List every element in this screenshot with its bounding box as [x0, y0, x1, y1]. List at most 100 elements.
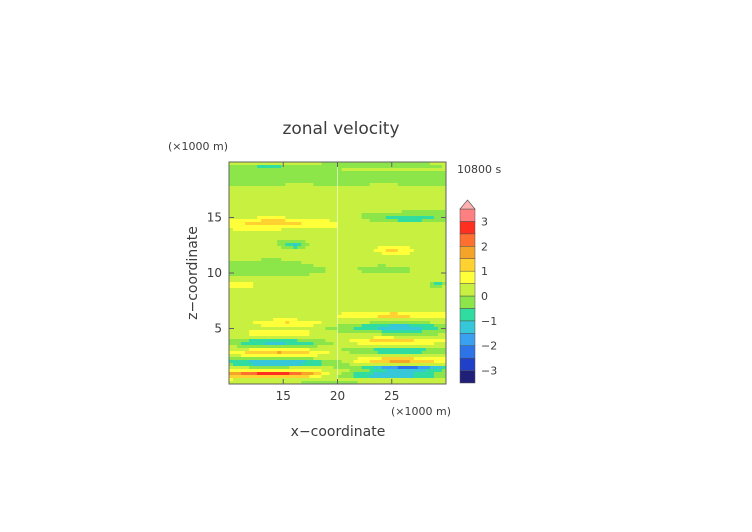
field-cell: [293, 375, 298, 379]
field-cell: [425, 369, 431, 373]
field-cell: [413, 369, 419, 373]
field-cell: [305, 207, 310, 211]
field-cell: [417, 327, 423, 331]
field-cell: [441, 294, 446, 298]
field-cell: [421, 189, 427, 193]
field-cell: [409, 354, 415, 358]
field-cell: [437, 225, 443, 229]
field-cell: [373, 201, 379, 205]
field-cell: [385, 240, 391, 244]
field-cell: [233, 321, 238, 325]
field-cell: [289, 279, 294, 283]
field-cell: [405, 345, 411, 349]
field-cell: [341, 237, 347, 241]
field-cell: [377, 171, 383, 175]
field-cell: [357, 264, 363, 268]
field-cell: [341, 231, 347, 235]
field-cell: [249, 315, 254, 319]
field-cell: [301, 207, 306, 211]
field-cell: [293, 306, 298, 310]
field-cell: [397, 270, 403, 274]
field-cell: [317, 183, 323, 187]
field-cell: [289, 237, 294, 241]
field-cell: [333, 375, 339, 379]
field-cell: [353, 219, 359, 223]
field-cell: [321, 231, 327, 235]
field-cell: [305, 300, 310, 304]
field-cell: [253, 231, 258, 235]
field-cell: [261, 204, 266, 208]
field-cell: [321, 234, 327, 238]
field-cell: [381, 354, 387, 358]
field-cell: [409, 246, 415, 250]
field-cell: [321, 207, 327, 211]
field-cell: [373, 333, 379, 337]
field-cell: [333, 228, 339, 232]
field-cell: [333, 318, 339, 322]
field-cell: [409, 291, 415, 295]
field-cell: [401, 309, 407, 313]
field-cell: [409, 330, 415, 334]
field-cell: [341, 342, 347, 346]
field-cell: [377, 258, 383, 262]
field-cell: [405, 354, 411, 358]
field-cell: [337, 240, 343, 244]
field-cell: [241, 168, 246, 172]
field-cell: [357, 222, 363, 226]
field-cell: [397, 354, 403, 358]
field-cell: [277, 315, 282, 319]
field-cell: [381, 195, 387, 199]
field-cell: [285, 285, 290, 289]
field-cell: [441, 264, 446, 268]
field-cell: [233, 189, 238, 193]
field-cell: [373, 276, 379, 280]
field-cell: [293, 171, 298, 175]
field-cell: [405, 162, 411, 166]
field-cell: [329, 231, 335, 235]
field-cell: [317, 315, 323, 319]
field-cell: [253, 294, 258, 298]
field-cell: [309, 258, 314, 262]
field-cell: [321, 255, 327, 259]
field-cell: [421, 228, 427, 232]
field-cell: [429, 291, 435, 295]
field-cell: [437, 273, 443, 277]
field-cell: [333, 369, 339, 373]
field-cell: [437, 282, 443, 286]
field-cell: [393, 342, 399, 346]
field-cell: [353, 180, 359, 184]
field-cell: [249, 306, 254, 310]
field-cell: [233, 171, 238, 175]
field-cell: [285, 222, 290, 226]
field-cell: [297, 324, 302, 328]
field-cell: [273, 216, 278, 220]
field-cell: [277, 231, 282, 235]
field-cell: [413, 381, 419, 384]
field-cell: [249, 210, 254, 214]
field-cell: [405, 300, 411, 304]
field-cell: [233, 273, 238, 277]
field-cell: [237, 363, 242, 367]
field-cell: [389, 168, 395, 172]
field-cell: [421, 363, 427, 367]
field-cell: [237, 327, 242, 331]
field-cell: [357, 282, 363, 286]
field-cell: [245, 195, 250, 199]
field-cell: [353, 234, 359, 238]
field-cell: [397, 201, 403, 205]
field-cell: [421, 279, 427, 283]
field-cell: [425, 270, 431, 274]
field-cell: [329, 258, 335, 262]
field-cell: [261, 180, 266, 184]
field-cell: [309, 201, 314, 205]
field-cell: [297, 192, 302, 196]
field-cell: [277, 192, 282, 196]
field-cell: [317, 177, 323, 181]
field-cell: [393, 348, 399, 352]
field-cell: [397, 216, 403, 220]
field-cell: [233, 231, 238, 235]
field-cell: [297, 285, 302, 289]
field-cell: [305, 195, 310, 199]
field-cell: [293, 192, 298, 196]
field-cell: [389, 207, 395, 211]
